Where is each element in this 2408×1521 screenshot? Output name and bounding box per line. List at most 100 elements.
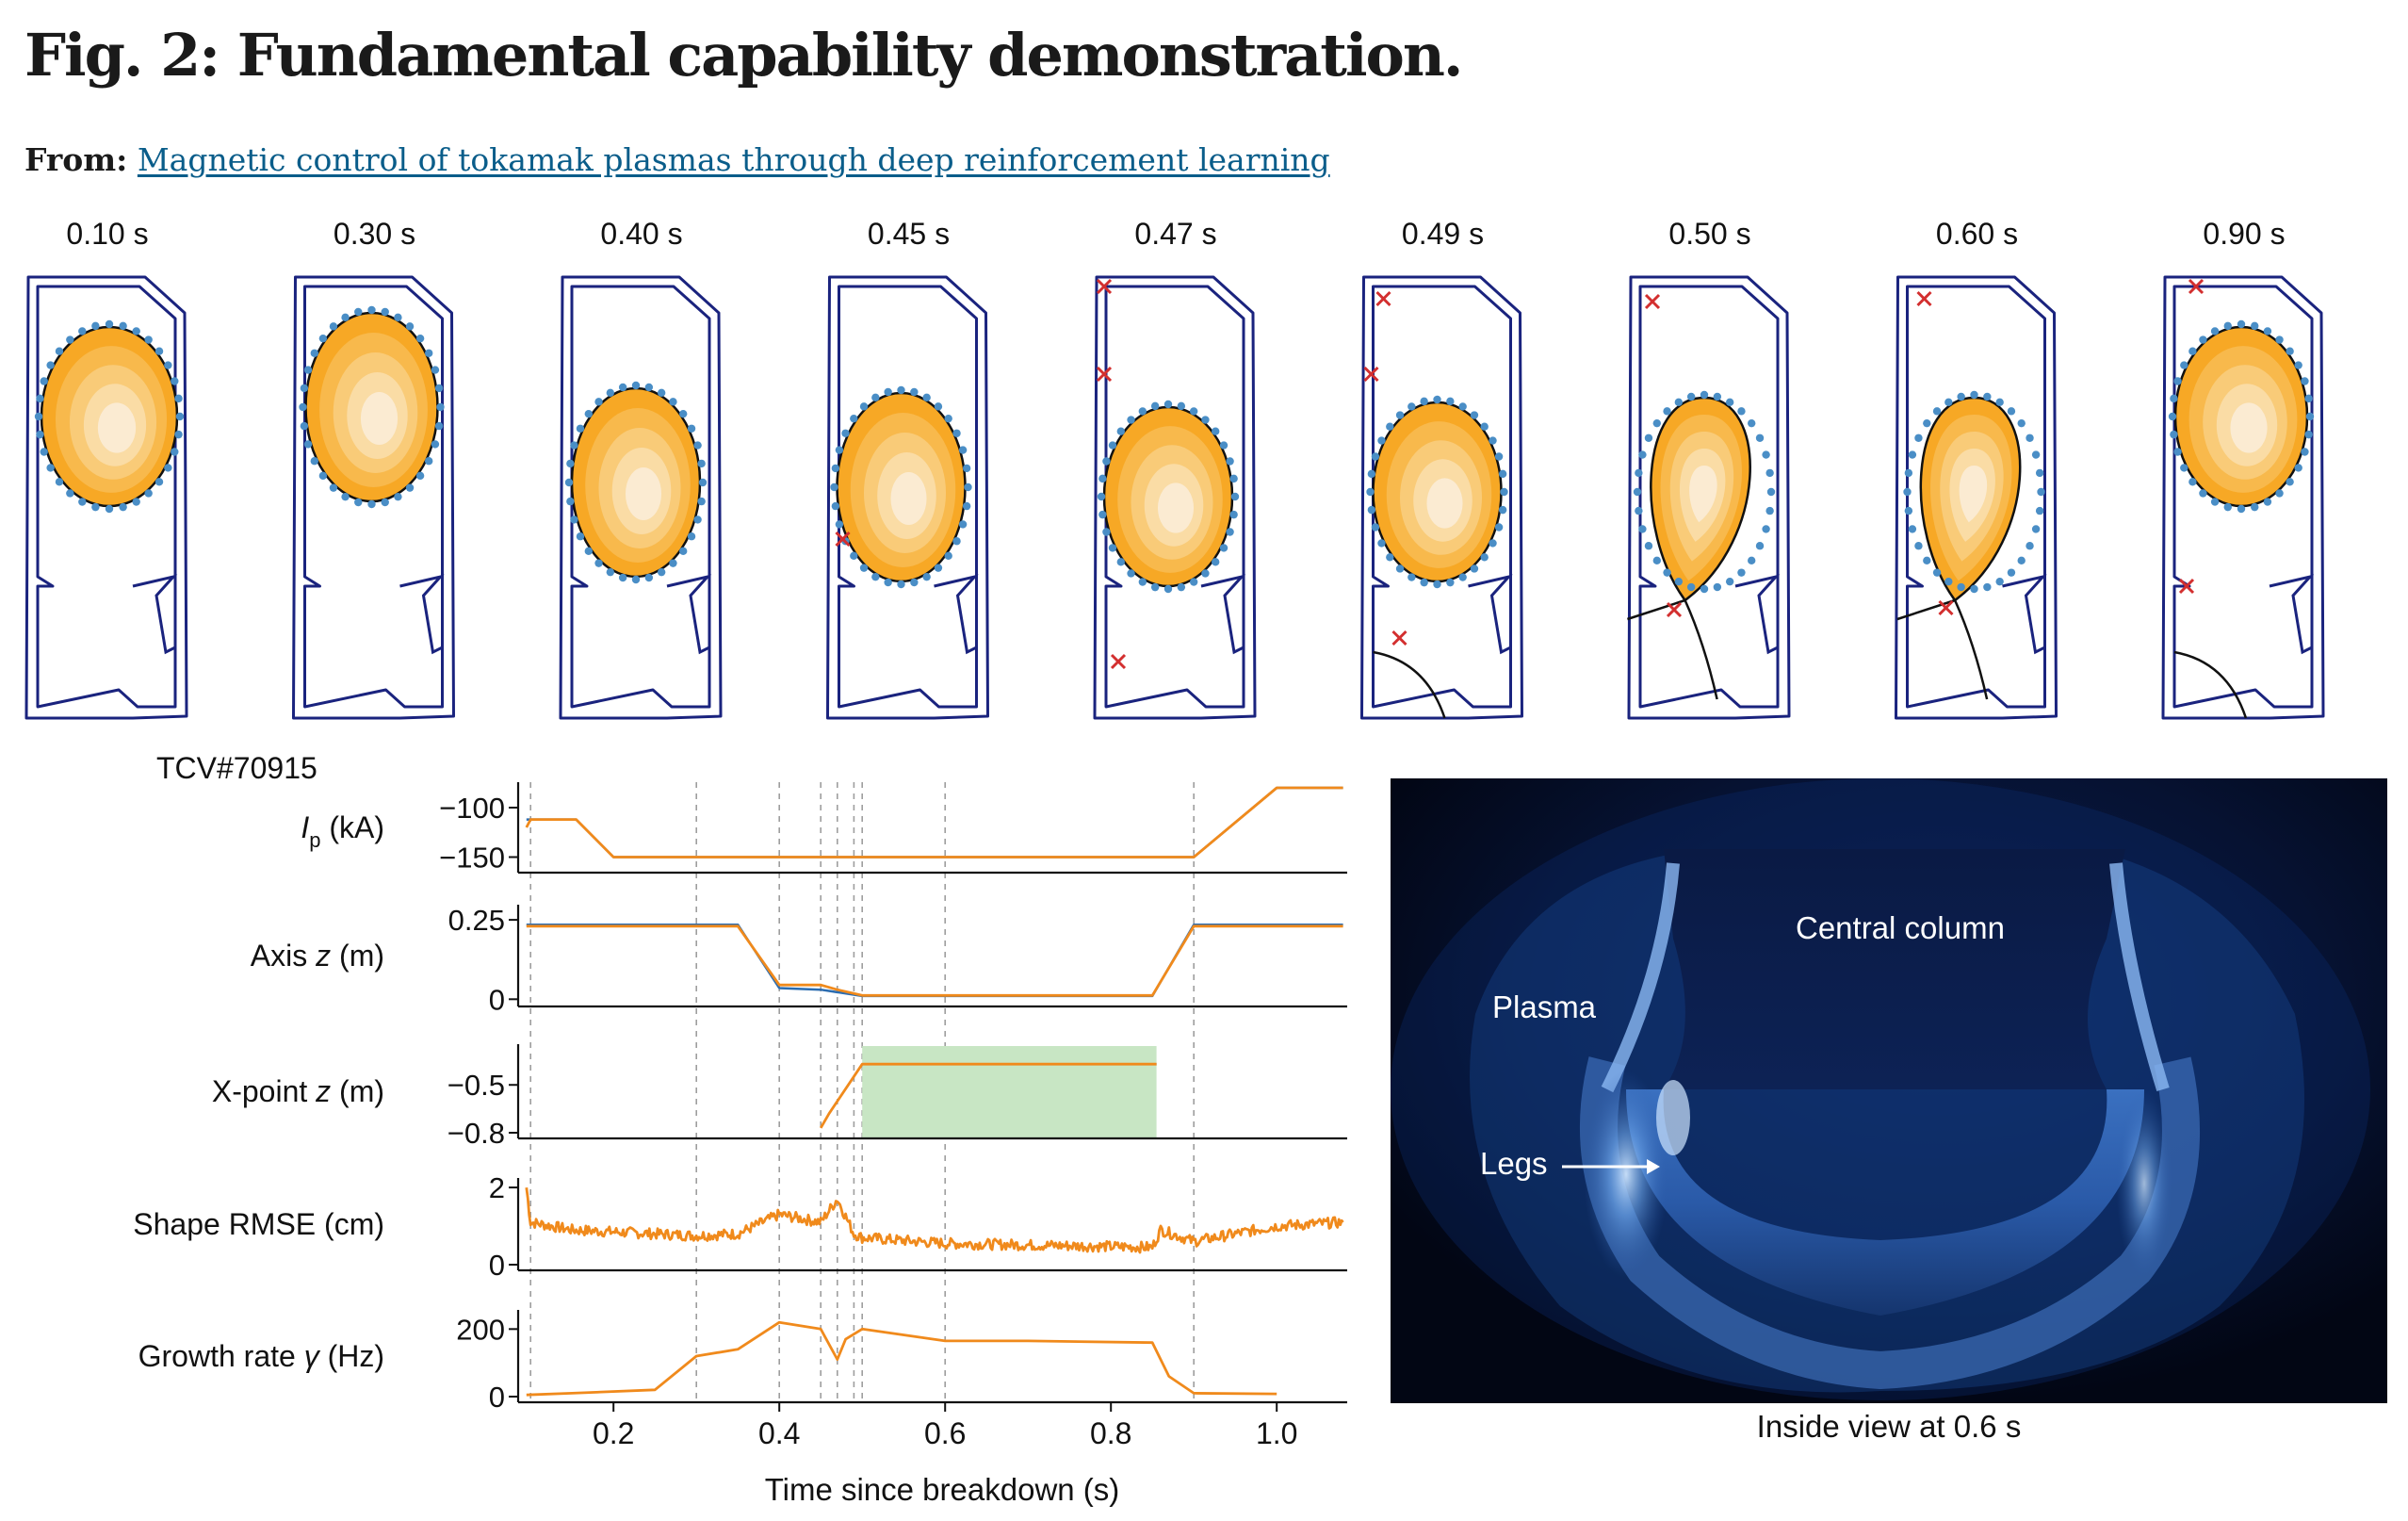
target-shape-point [1446,578,1455,587]
target-shape-point [850,551,858,561]
panel-ylabel: Growth rate γ (Hz) [138,1339,384,1373]
source-article-link[interactable]: Magnetic control of tokamak plasmas thro… [137,141,1330,178]
target-shape-point [132,498,140,506]
target-shape-point [144,489,153,498]
target-shape-point [831,501,840,511]
target-shape-point [2199,335,2207,344]
target-shape-point [679,409,688,418]
target-shape-point [1500,487,1508,497]
target-shape-point [1766,487,1776,497]
target-shape-point [1995,577,2004,586]
target-shape-point [1633,487,1642,497]
target-shape-point [2035,506,2044,515]
target-trace [526,786,1343,859]
divertor-leg [1953,599,1989,700]
target-shape-point [91,321,100,331]
x-axis-label: Time since breakdown (s) [765,1472,1120,1507]
target-shape-point [1458,573,1467,581]
target-shape-point [34,412,43,421]
panel-ylabel: Shape RMSE (cm) [133,1207,384,1241]
target-shape-point [329,322,338,331]
target-shape-point [1386,422,1394,431]
plasma-contour [1426,478,1463,529]
target-shape-point [1377,539,1386,548]
target-shape-point [1386,553,1394,562]
baffle-outline [2269,574,2315,655]
time-trace-panel: 2 0 Shape RMSE (cm) [133,1171,1347,1282]
target-shape-point [394,492,402,501]
target-shape-point [1638,525,1647,533]
target-shape-point [1097,492,1106,501]
target-shape-point [381,307,389,317]
target-shape-point [2035,468,2044,478]
target-shape-point [1674,577,1684,586]
vessel-outer-wall [292,275,455,720]
target-shape-point [1932,407,1942,416]
vessel-outer-wall [1627,275,1791,720]
target-shape-point [1663,568,1671,577]
target-shape-point [2286,347,2294,355]
target-shape-point [958,520,968,529]
plasma-snapshot: 0.60 s [1895,217,2058,720]
target-shape-point [341,313,350,322]
target-shape-point [1494,523,1504,532]
y-tick-label: 0 [489,983,505,1016]
plasma-contour [1689,466,1717,523]
target-shape-point [958,446,968,454]
vessel-outer-wall [1360,275,1523,720]
target-shape-point [1395,411,1405,419]
target-shape-point [1983,392,1992,401]
divertor-leg [1684,599,1718,700]
target-shape-point [2180,361,2188,369]
snapshot-time-label: 0.49 s [1402,217,1484,251]
x-point-marker [2178,578,2195,595]
target-shape-point [962,464,971,473]
target-shape-point [1201,416,1210,424]
target-shape-point [303,440,313,449]
target-shape-point [1102,528,1111,536]
target-shape-point [564,478,574,487]
target-shape-point [2223,321,2232,331]
target-shape-point [132,327,140,335]
x-point-stroke [1644,293,1661,310]
legs-label: Legs [1480,1146,1548,1181]
target-shape-point [835,446,844,454]
target-shape-point [1725,577,1734,586]
x-tick-label: 0.6 [924,1416,966,1450]
target-shape-point [46,361,55,369]
snapshot-time-label: 0.90 s [2203,217,2285,251]
target-shape-point [174,394,183,403]
target-shape-point [631,575,641,584]
target-shape-point [835,520,844,529]
target-shape-point [1635,468,1643,478]
target-shape-point [1498,469,1507,479]
inside-view-photo: Central column Plasma Legs [1391,778,2387,1403]
plasma-snapshot: 0.40 s [559,217,723,720]
target-shape-point [1686,582,1696,592]
target-shape-point [1407,573,1416,581]
target-shape-point [1138,578,1147,586]
ylabel-symbol: z [315,939,331,973]
target-shape-point [1420,578,1428,587]
target-shape-point [679,547,688,556]
target-shape-point [1371,452,1380,461]
target-shape-point [2173,377,2182,385]
target-shape-point [66,335,74,344]
target-shape-point [1108,441,1117,450]
measured-trace [525,786,1343,859]
plasma-core [305,313,438,501]
plasma-boundary [1919,396,2022,602]
plasma-core [1373,402,1502,581]
target-shape-point [566,497,575,506]
target-shape-point [2168,412,2177,421]
target-shape-point [1470,564,1479,573]
target-shape-point [367,499,376,509]
panel-ylabel: X-point z (m) [212,1074,384,1108]
measured-trace [525,1187,1344,1254]
vessel-interior-image [1391,778,2387,1403]
target-shape-point [2237,319,2246,329]
target-shape-point [1635,506,1643,515]
plasma-core [572,388,700,577]
target-shape-point [394,313,402,322]
y-tick-label: 0.25 [448,904,505,937]
